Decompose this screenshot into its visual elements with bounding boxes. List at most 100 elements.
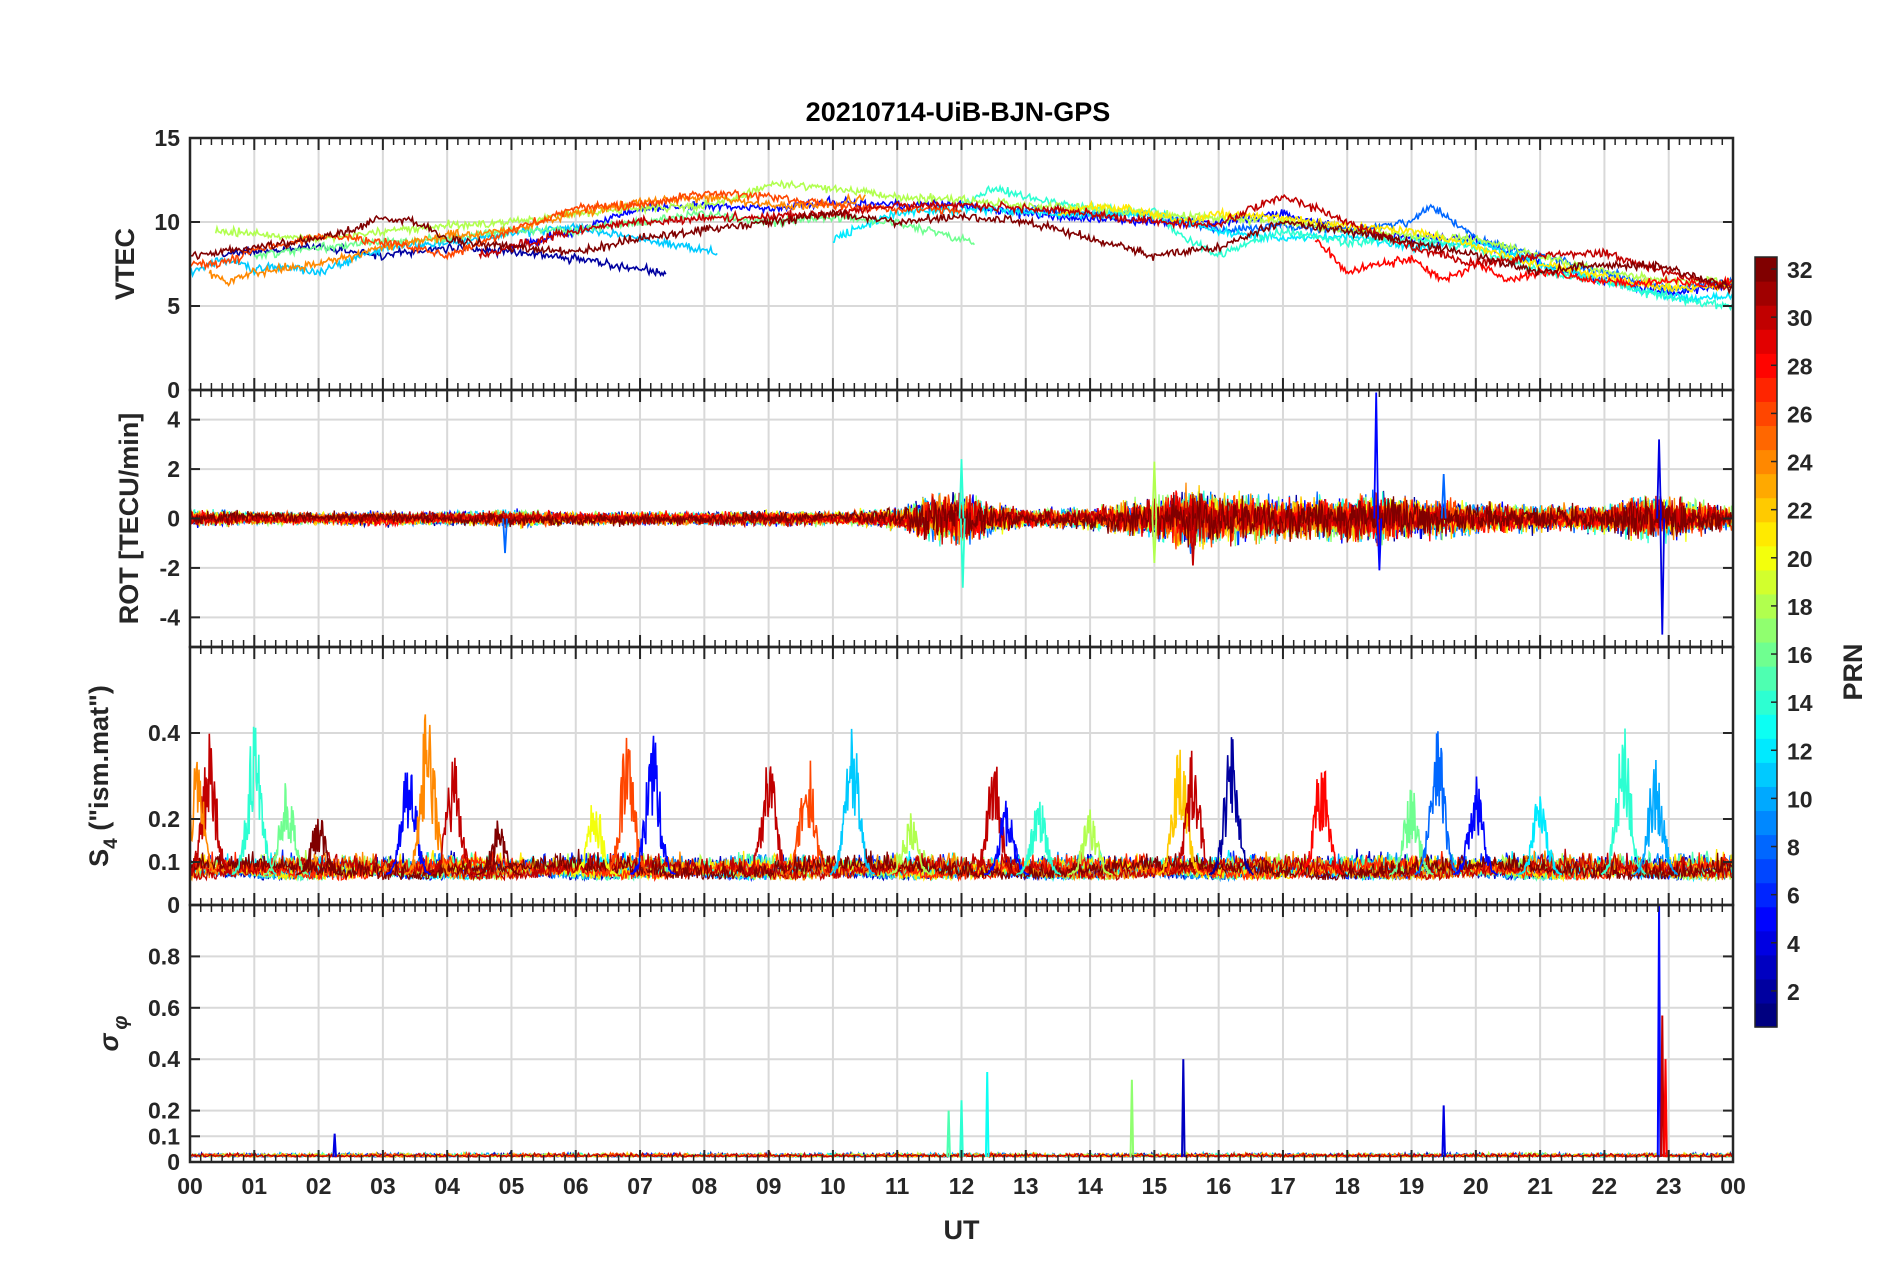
colorbar-swatch-prn-23 — [1755, 473, 1777, 499]
rot-spike-prn-4 — [1659, 518, 1666, 635]
figure-title: 20210714-UiB-BJN-GPS — [806, 97, 1111, 127]
x-tick-label: 18 — [1334, 1173, 1360, 1199]
y-label-part: σ — [94, 1033, 124, 1052]
y-tick-label: -2 — [160, 555, 180, 581]
colorbar-swatch-prn-15 — [1755, 666, 1777, 691]
x-tick-label: 07 — [627, 1173, 653, 1199]
sigma-spike-prn-4 — [332, 1133, 337, 1157]
y-tick-label: -4 — [160, 604, 181, 630]
colorbar-swatch-prn-18 — [1755, 593, 1777, 619]
colorbar-swatch-prn-3 — [1755, 954, 1777, 980]
colorbar-tick-label: 22 — [1787, 498, 1813, 524]
colorbar-swatch-prn-16 — [1755, 642, 1777, 667]
s4-burst-prn-32 — [476, 820, 522, 876]
colorbar-swatch-prn-7 — [1755, 858, 1777, 884]
sigma-spike-prn-17 — [1129, 1079, 1135, 1157]
sigma-spike-prn-14 — [959, 1100, 964, 1157]
vtec-series-prn-18 — [214, 179, 1733, 289]
s4-burst-prn-11 — [829, 728, 876, 876]
colorbar-frame — [1754, 256, 1778, 1028]
series-group — [190, 714, 1733, 883]
x-tick-label: 10 — [820, 1173, 846, 1199]
y-tick-label: 0 — [167, 377, 180, 403]
y-tick-label: 5 — [167, 293, 180, 319]
colorbar-swatch-prn-22 — [1755, 497, 1777, 523]
vtec-series-prn-28 — [1314, 238, 1733, 289]
vtec-series-prn-32 — [190, 208, 1733, 296]
colorbar-swatch-prn-10 — [1755, 786, 1777, 812]
colorbar-swatch-prn-32 — [1755, 257, 1777, 282]
x-tick-label: 21 — [1527, 1173, 1553, 1199]
y-label-part: S — [84, 849, 114, 867]
y-tick-label: 10 — [154, 209, 180, 235]
colorbar-swatch-prn-30 — [1755, 305, 1777, 330]
y-axis-label: VTEC — [110, 228, 140, 300]
rot-spike-prn-30 — [1190, 518, 1196, 566]
rot-series-prn-32 — [190, 492, 1733, 548]
colorbar-swatch-prn-26 — [1755, 401, 1777, 427]
x-tick-label: 03 — [370, 1173, 396, 1199]
s4-burst-prn-18 — [1067, 809, 1113, 876]
colorbar-tick-label: 4 — [1787, 931, 1800, 957]
colorbar-swatch-prn-12 — [1755, 738, 1777, 763]
x-tick-label: 13 — [1013, 1173, 1039, 1199]
x-tick-label: 09 — [756, 1173, 782, 1199]
y-tick-label: 0 — [167, 892, 180, 918]
colorbar-swatch-prn-9 — [1755, 810, 1777, 836]
rot-spike-prn-5 — [1376, 518, 1383, 571]
s4-burst-prn-8 — [1414, 731, 1460, 876]
s4-burst-prn-5 — [1452, 776, 1499, 876]
y-tick-label: 0.6 — [148, 995, 180, 1021]
sigma-spike-prn-3 — [1181, 1059, 1186, 1157]
s4-burst-prn-2 — [1208, 737, 1254, 876]
colorbar-swatch-prn-8 — [1755, 834, 1777, 860]
sigma-spike-prn-30 — [1659, 1015, 1665, 1157]
colorbar-tick-label: 28 — [1787, 353, 1813, 379]
x-axis-label: UT — [944, 1215, 980, 1245]
y-tick-label: 15 — [154, 125, 180, 151]
panel-s4: 0 0.1 0.2 0.4 S4 ("ism.mat") — [84, 645, 1735, 918]
colorbar-tick-label: 8 — [1787, 835, 1800, 861]
rot-spike-prn-14 — [959, 518, 966, 588]
y-tick-label: 4 — [167, 407, 180, 433]
colorbar-swatch-prn-21 — [1755, 521, 1777, 547]
s4-burst-prn-30 — [745, 766, 792, 876]
series-group — [190, 179, 1733, 312]
y-tick-label: 0.2 — [148, 806, 180, 832]
x-tick-label: 11 — [885, 1173, 910, 1199]
s4-burst-prn-14 — [231, 726, 277, 876]
rot-spike-prn-8 — [1440, 473, 1447, 519]
s4-burst-prn-10 — [1633, 759, 1679, 876]
s4-burst-prn-28 — [1298, 770, 1344, 876]
rot-spike-prn-8 — [502, 518, 508, 554]
s4-burst-prn-5 — [385, 772, 432, 876]
s4-burst-prn-24 — [405, 714, 451, 876]
panel-vtec: 0 5 10 15 VTEC — [110, 125, 1735, 403]
colorbar-tick-label: 2 — [1787, 979, 1800, 1005]
s4-burst-prn-16 — [1388, 789, 1435, 876]
x-tick-label: 23 — [1656, 1173, 1682, 1199]
grid — [189, 905, 1734, 1163]
rot-spike-prn-14 — [958, 459, 965, 519]
series-group — [190, 392, 1733, 635]
colorbar-swatch-prn-17 — [1755, 617, 1777, 643]
y-axis-label: σφ — [94, 1016, 132, 1052]
y-tick-label: 0.1 — [148, 849, 180, 875]
x-tick-label: 12 — [949, 1173, 975, 1199]
colorbar-tick-label: 24 — [1787, 450, 1813, 476]
vtec-series-prn-2 — [221, 241, 667, 278]
axes-frame — [188, 903, 1735, 1164]
y-tick-label: 2 — [167, 456, 180, 482]
x-tick-label: 06 — [563, 1173, 589, 1199]
colorbar-swatch-prn-5 — [1755, 906, 1777, 932]
colorbar-tick-label: 20 — [1787, 546, 1813, 572]
colorbar-swatch-prn-4 — [1755, 930, 1777, 956]
x-tick-label: 20 — [1463, 1173, 1489, 1199]
s4-burst-prn-24 — [190, 761, 219, 875]
y-tick-label: 0 — [167, 1149, 180, 1175]
colorbar-swatch-prn-6 — [1755, 882, 1777, 908]
y-axis-label: S4 ("ism.mat") — [84, 685, 122, 867]
